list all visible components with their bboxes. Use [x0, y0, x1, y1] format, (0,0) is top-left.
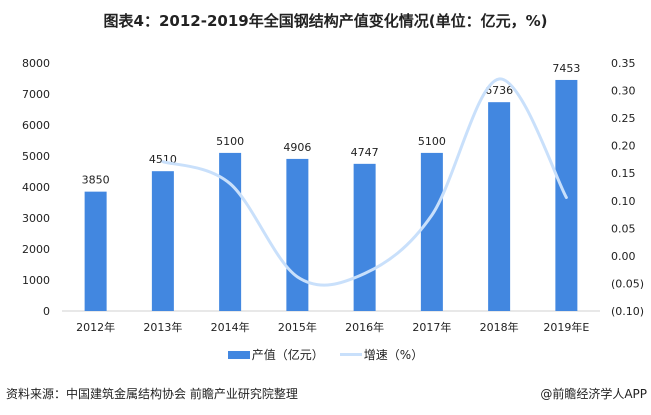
x-tick-label: 2015年: [278, 320, 317, 334]
x-tick-label: 2014年: [211, 320, 250, 334]
x-tick-label: 2016年: [345, 320, 384, 334]
y-right-tick-label: 0.30: [611, 85, 636, 98]
bar: [84, 191, 107, 311]
y-right-tick-label: (0.10): [611, 305, 644, 318]
y-left-tick-label: 8000: [22, 57, 50, 70]
y-right-tick-label: (0.05): [611, 277, 644, 290]
y-left-tick-label: 7000: [22, 88, 50, 101]
legend-swatch-line: [339, 353, 362, 356]
bar-data-label: 5100: [418, 135, 446, 148]
bar-data-label: 3850: [82, 174, 110, 187]
source-note: 资料来源：中国建筑金属结构协会 前瞻产业研究院整理: [6, 387, 298, 401]
bar-data-label: 6736: [485, 84, 513, 97]
y-right-tick-label: 0.25: [611, 112, 636, 125]
y-right-tick-label: 0.05: [611, 222, 636, 235]
x-tick-label: 2013年: [143, 320, 182, 334]
chart-title: 图表4：2012-2019年全国钢结构产值变化情况(单位：亿元，%): [103, 12, 548, 30]
legend-swatch-bar: [227, 350, 250, 359]
y-right-tick-label: 0.35: [611, 57, 636, 70]
bar: [219, 152, 242, 311]
y-right-tick-label: 0.10: [611, 195, 636, 208]
legend-label-line: 增速（%）: [363, 348, 424, 362]
bar: [420, 152, 443, 311]
bar: [286, 158, 309, 311]
legend-label-bar: 产值（亿元）: [251, 348, 324, 362]
bar-data-label: 5100: [216, 135, 244, 148]
bar: [151, 171, 174, 311]
legend-item-line: 增速（%）: [339, 346, 424, 363]
x-tick-label: 2019年E: [543, 320, 589, 334]
y-left-tick-label: 4000: [22, 181, 50, 194]
legend: 产值（亿元） 增速（%）: [0, 346, 651, 363]
x-tick-label: 2018年: [480, 320, 519, 334]
bar-data-label: 7453: [552, 62, 580, 75]
brand-credit: @前瞻经济学人APP: [540, 387, 647, 401]
legend-item-bar: 产值（亿元）: [227, 346, 324, 363]
y-right-tick-label: 0.15: [611, 167, 636, 180]
y-right-tick-label: 0.20: [611, 140, 636, 153]
y-left-tick-label: 3000: [22, 212, 50, 225]
y-right-tick-label: 0.00: [611, 250, 636, 263]
bar-data-label: 4747: [351, 146, 379, 159]
x-tick-label: 2017年: [412, 320, 451, 334]
x-tick-label: 2012年: [76, 320, 115, 334]
bar: [488, 102, 511, 312]
y-left-tick-label: 6000: [22, 119, 50, 132]
bar-data-label: 4906: [283, 141, 311, 154]
y-left-tick-label: 1000: [22, 274, 50, 287]
y-left-tick-label: 2000: [22, 243, 50, 256]
bar: [353, 163, 376, 311]
y-left-tick-label: 0: [43, 305, 50, 318]
y-left-tick-label: 5000: [22, 150, 50, 163]
growth-line: [161, 77, 568, 287]
